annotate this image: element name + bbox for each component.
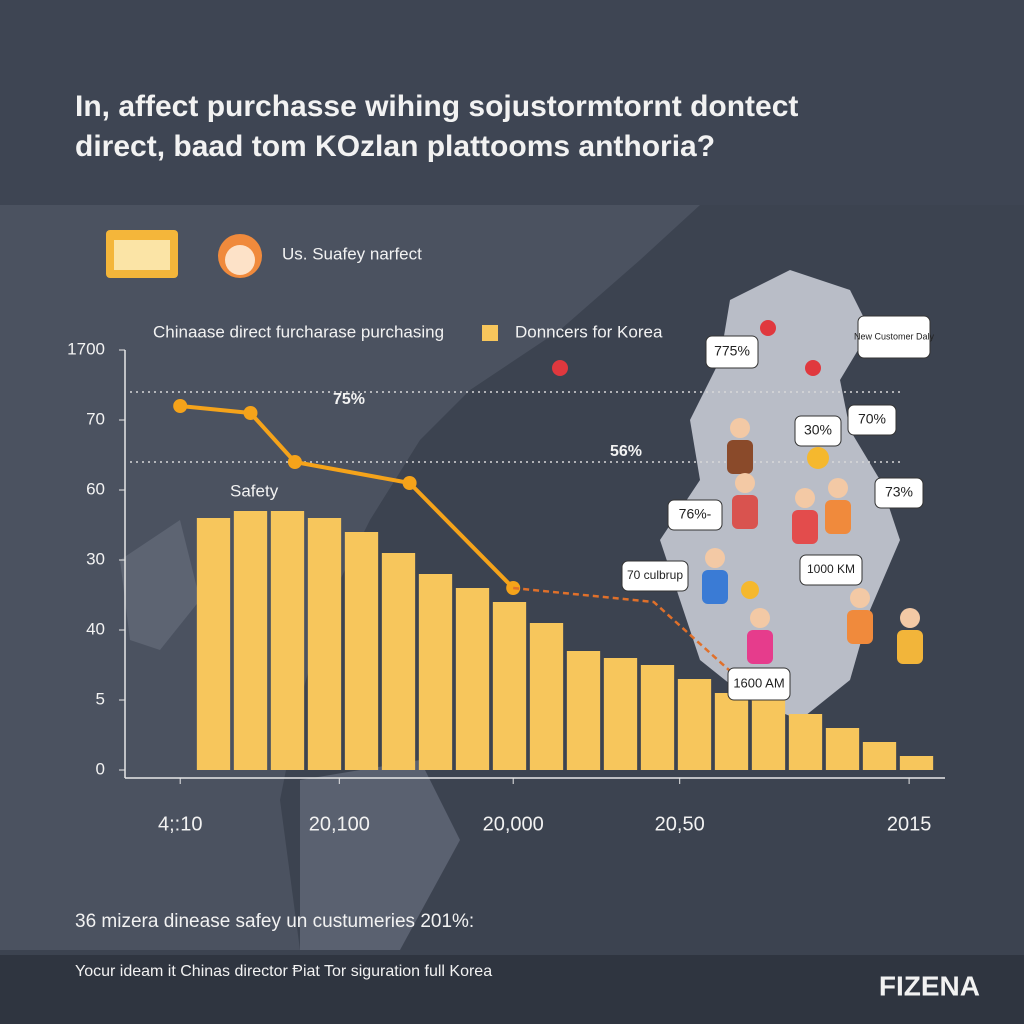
callout-bubble xyxy=(857,315,931,359)
annotation: 56% xyxy=(610,443,642,460)
callout-text: 1000 KM xyxy=(807,562,855,576)
callout-text: 70% xyxy=(858,411,886,427)
bar xyxy=(899,756,934,770)
sun xyxy=(741,581,759,599)
annotation: Safety xyxy=(230,481,279,500)
title-line: In, affect purchasse wihing sojustormtor… xyxy=(75,90,798,123)
point xyxy=(243,406,258,420)
y-tick-label: 0 xyxy=(96,759,105,778)
bar xyxy=(862,742,897,770)
figure-head xyxy=(735,473,755,493)
figure-body xyxy=(825,500,851,534)
bar xyxy=(751,700,786,770)
bar xyxy=(270,511,305,770)
y-tick-label: 5 xyxy=(96,689,105,708)
legend-label: Chinaase direct furcharase purchasing xyxy=(153,322,444,341)
bar xyxy=(492,602,527,770)
callout-bubble xyxy=(794,415,842,447)
callout-text: 70 culbrup xyxy=(627,568,683,582)
bar xyxy=(418,574,453,770)
y-tick-label: 60 xyxy=(86,479,105,498)
footer-band xyxy=(0,955,1024,1024)
pin xyxy=(552,360,568,376)
point xyxy=(287,455,302,469)
icon xyxy=(225,245,255,275)
bar xyxy=(714,693,749,770)
header-band xyxy=(0,0,1024,205)
point xyxy=(402,476,417,490)
x-tick-label: 20,000 xyxy=(483,813,544,835)
callout-bubble xyxy=(705,335,759,369)
bar xyxy=(455,588,490,770)
callout-bubble xyxy=(621,560,689,592)
bar xyxy=(677,679,712,770)
bar xyxy=(825,728,860,770)
map-land xyxy=(120,520,200,650)
bar xyxy=(307,518,342,770)
map-land xyxy=(0,205,700,950)
bar xyxy=(233,511,268,770)
bar xyxy=(381,553,416,770)
callout-text: 1600 AM xyxy=(733,675,784,690)
callout-text: 30% xyxy=(804,422,832,438)
figure-body xyxy=(747,630,773,664)
bar xyxy=(196,518,231,770)
x-tick-label: 4;:10 xyxy=(158,813,202,835)
callout-text: 775% xyxy=(714,343,750,359)
title-line: direct, baad tom KOzlan plattooms anthor… xyxy=(75,130,715,163)
bar xyxy=(344,532,379,770)
figure-head xyxy=(730,418,750,438)
callout-bubble xyxy=(667,499,723,531)
emoji xyxy=(807,447,829,469)
figure-body xyxy=(897,630,923,664)
bar xyxy=(566,651,601,770)
brand: FIZENA xyxy=(879,970,980,1001)
x-tick-label: 2015 xyxy=(887,813,932,835)
figure-body xyxy=(702,570,728,604)
figure-head xyxy=(900,608,920,628)
figure-head xyxy=(705,548,725,568)
callout-bubble xyxy=(799,554,863,586)
pin xyxy=(760,320,776,336)
x-tick-label: 20,50 xyxy=(655,813,705,835)
x-tick-label: 20,100 xyxy=(309,813,370,835)
point xyxy=(173,399,188,413)
y-tick-label: 40 xyxy=(86,619,105,638)
callout-text: 76%- xyxy=(679,506,712,522)
figure-body xyxy=(847,610,873,644)
figure-body xyxy=(727,440,753,474)
figure-body xyxy=(732,495,758,529)
subtitle: Us. Suafey narfect xyxy=(282,244,422,263)
figure-head xyxy=(750,608,770,628)
legend-label: Donncers for Korea xyxy=(515,322,663,341)
line xyxy=(513,586,740,680)
y-tick-label: 30 xyxy=(86,549,105,568)
callout-text: New Customer Daly xyxy=(854,331,935,341)
figure-head xyxy=(828,478,848,498)
annotation: 75% xyxy=(333,391,365,408)
callout-bubble xyxy=(727,667,791,701)
figure-head xyxy=(850,588,870,608)
figure-head xyxy=(795,488,815,508)
legend-swatch xyxy=(482,325,498,341)
callout-bubble xyxy=(847,404,897,436)
callout-bubble xyxy=(874,477,924,509)
bar xyxy=(788,714,823,770)
map-land xyxy=(300,760,460,950)
caption: 36 mizera dinease safey un custumeries 2… xyxy=(75,911,474,932)
y-tick-label: 1700 xyxy=(67,339,105,358)
pin xyxy=(805,360,821,376)
icon xyxy=(114,240,170,270)
bar xyxy=(640,665,675,770)
bar xyxy=(529,623,564,770)
map-korea xyxy=(660,270,900,720)
footer-text: Yocur ideam it Chinas director Ᵽiat Tor … xyxy=(75,963,492,980)
callout-text: 73% xyxy=(885,484,913,500)
figure-body xyxy=(792,510,818,544)
y-tick-label: 70 xyxy=(86,409,105,428)
bar xyxy=(603,658,638,770)
